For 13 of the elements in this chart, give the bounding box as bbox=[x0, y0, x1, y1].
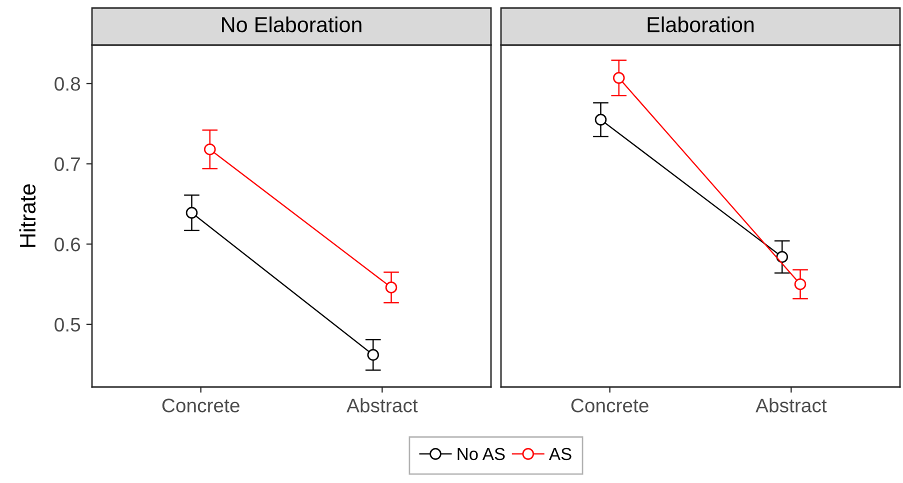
y-tick-label: 0.7 bbox=[54, 157, 80, 172]
y-tick-label: 0.8 bbox=[54, 77, 80, 91]
y-axis-title: Hitrate bbox=[19, 184, 36, 247]
legend-label: AS bbox=[548, 448, 572, 460]
y-tick-label: 0.6 bbox=[54, 238, 80, 252]
x-tick-label: Concrete bbox=[571, 398, 648, 412]
x-tick-label: Concrete bbox=[162, 398, 240, 412]
x-tick-label: Abstract bbox=[756, 398, 827, 412]
chart-title: Elaboration bbox=[648, 16, 754, 32]
chart-title: No Elaboration bbox=[222, 16, 362, 32]
x-tick-label: Abstract bbox=[346, 398, 418, 412]
legend-label: No AS bbox=[458, 448, 505, 460]
y-tick-label: 0.5 bbox=[54, 318, 80, 332]
